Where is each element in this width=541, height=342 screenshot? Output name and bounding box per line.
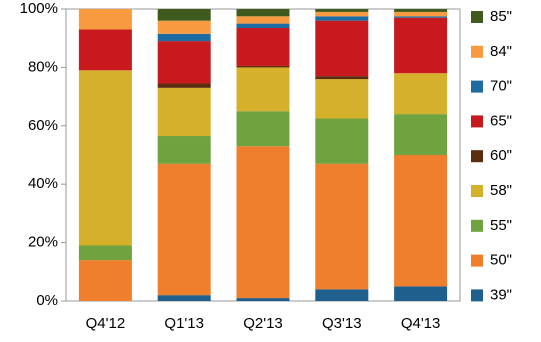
bar-segment — [157, 20, 211, 34]
bar-segment — [236, 23, 290, 28]
bar-segment — [315, 289, 369, 301]
bar-segment — [157, 41, 211, 84]
legend-label: 65" — [490, 112, 512, 129]
y-tick-label: 40% — [28, 175, 58, 192]
bar-segment — [315, 76, 369, 80]
y-tick-label: 100% — [20, 0, 58, 17]
bar-segment — [236, 67, 290, 112]
legend-swatch — [471, 254, 483, 267]
bar-segment — [394, 9, 448, 12]
legend-swatch — [471, 115, 483, 128]
x-tick-label: Q4'13 — [401, 315, 441, 332]
legend-label: 50" — [490, 252, 512, 269]
legend-label: 70" — [490, 78, 512, 95]
bar-segment — [78, 9, 132, 30]
bar-segment — [157, 163, 211, 296]
bar-segment — [78, 70, 132, 246]
bar-segment — [315, 9, 369, 12]
bar-segment — [78, 245, 132, 261]
y-tick-label: 80% — [28, 58, 58, 75]
y-tick-label: 20% — [28, 234, 58, 251]
bar-segment — [236, 111, 290, 147]
bar-segment — [315, 16, 369, 21]
bar-segment — [157, 136, 211, 164]
legend-swatch — [471, 289, 483, 302]
legend-swatch — [471, 185, 483, 197]
bar-segment — [394, 114, 448, 155]
legend-swatch — [471, 219, 483, 232]
bar-segment — [394, 16, 448, 18]
x-tick-label: Q2'13 — [243, 315, 283, 332]
bar-segment — [394, 17, 448, 74]
bar-segment — [236, 65, 290, 68]
bar-segment — [78, 29, 132, 71]
bar-segment — [236, 9, 290, 17]
legend-swatch — [471, 11, 483, 23]
bar-segment — [236, 146, 290, 299]
legend-label: 39" — [490, 286, 512, 303]
legend-swatch — [471, 80, 483, 93]
legend-label: 55" — [490, 217, 512, 234]
bar-segment — [157, 83, 211, 88]
bar-segment — [315, 163, 369, 290]
bar-segment — [236, 16, 290, 24]
bar-segment — [315, 20, 369, 77]
bar-segment — [315, 79, 369, 119]
x-tick-label: Q3'13 — [322, 315, 362, 332]
bar-segment — [394, 73, 448, 115]
bar-segment — [394, 286, 448, 301]
legend-label: 85" — [490, 8, 512, 25]
bar-segment — [315, 118, 369, 164]
legend-swatch — [471, 150, 483, 163]
bar-segment — [78, 260, 132, 301]
x-tick-label: Q4'12 — [86, 315, 126, 332]
y-tick-label: 0% — [36, 292, 58, 309]
bar-segment — [315, 11, 369, 17]
bar-segment — [157, 87, 211, 137]
legend-label: 84" — [490, 43, 512, 60]
bar-segment — [394, 155, 448, 287]
legend-label: 58" — [490, 182, 512, 199]
bar-segment — [157, 295, 211, 301]
legend-label: 60" — [490, 147, 512, 164]
bar-segment — [236, 27, 290, 66]
y-tick-label: 60% — [28, 117, 58, 134]
x-tick-label: Q1'13 — [164, 315, 204, 332]
bar-segment — [157, 9, 211, 21]
legend-swatch — [471, 45, 483, 58]
bar-segment — [394, 11, 448, 17]
bar-segment — [236, 298, 290, 301]
bar-segment — [157, 33, 211, 42]
